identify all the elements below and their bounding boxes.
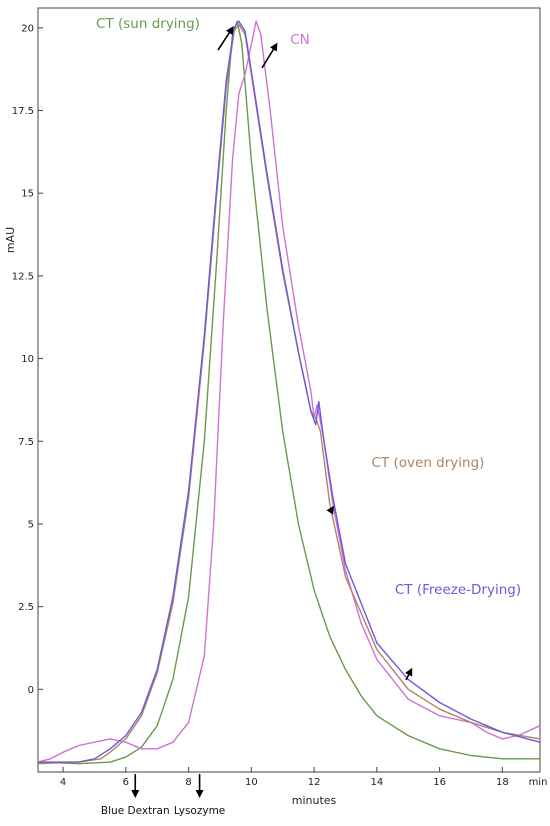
marker-label: Lysozyme bbox=[174, 805, 225, 817]
y-axis-title: mAU bbox=[4, 227, 17, 253]
annotation-arrow bbox=[261, 42, 278, 69]
marker-label: Blue Dextran bbox=[101, 805, 170, 817]
y-tick-label: 17.5 bbox=[12, 106, 34, 117]
annotation-label: CT (oven drying) bbox=[372, 455, 485, 471]
x-tick-label: 10 bbox=[245, 777, 258, 788]
plot-frame bbox=[37, 7, 541, 773]
annotation-arrow bbox=[326, 505, 335, 515]
x-tick-label: 4 bbox=[60, 777, 66, 788]
annotation-label: CT (sun drying) bbox=[96, 16, 200, 32]
annotations: CT (sun drying) CN CT (oven drying) CT (Fre… bbox=[96, 16, 521, 817]
x-tick-label: 16 bbox=[433, 777, 446, 788]
series-line-0 bbox=[37, 20, 540, 765]
x-axis-title: minutes bbox=[292, 794, 337, 807]
y-tick-label: 5 bbox=[28, 519, 34, 530]
axes: 0 2.5 5 7.5 10 12.5 15 17.5 20 4 6 8 10 12 14 16 18 min mi… bbox=[4, 7, 548, 807]
series-line-3 bbox=[38, 20, 541, 763]
series-layer bbox=[37, 20, 541, 765]
y-tick-label: 2.5 bbox=[18, 602, 34, 613]
series-line-1 bbox=[37, 20, 541, 763]
y-tick-label: 0 bbox=[28, 685, 34, 696]
y-tick-label: 12.5 bbox=[12, 271, 34, 282]
annotation-label: CT (Freeze-Drying) bbox=[395, 582, 521, 598]
annotation-label: CN bbox=[290, 32, 310, 48]
y-tick-label: 15 bbox=[21, 189, 34, 200]
annotation-arrow bbox=[217, 26, 234, 51]
x-tick-label: 8 bbox=[185, 777, 191, 788]
y-tick-label: 10 bbox=[21, 354, 34, 365]
y-tick-label: 7.5 bbox=[18, 437, 34, 448]
series-line-2 bbox=[37, 23, 541, 765]
x-tick-label: 12 bbox=[308, 777, 321, 788]
x-tick-label: 6 bbox=[123, 777, 129, 788]
x-unit-label: min bbox=[529, 777, 548, 788]
x-tick-label: 14 bbox=[370, 777, 383, 788]
y-tick-label: 20 bbox=[21, 23, 34, 34]
x-tick-label: 18 bbox=[496, 777, 509, 788]
annotation-arrow bbox=[405, 667, 413, 681]
